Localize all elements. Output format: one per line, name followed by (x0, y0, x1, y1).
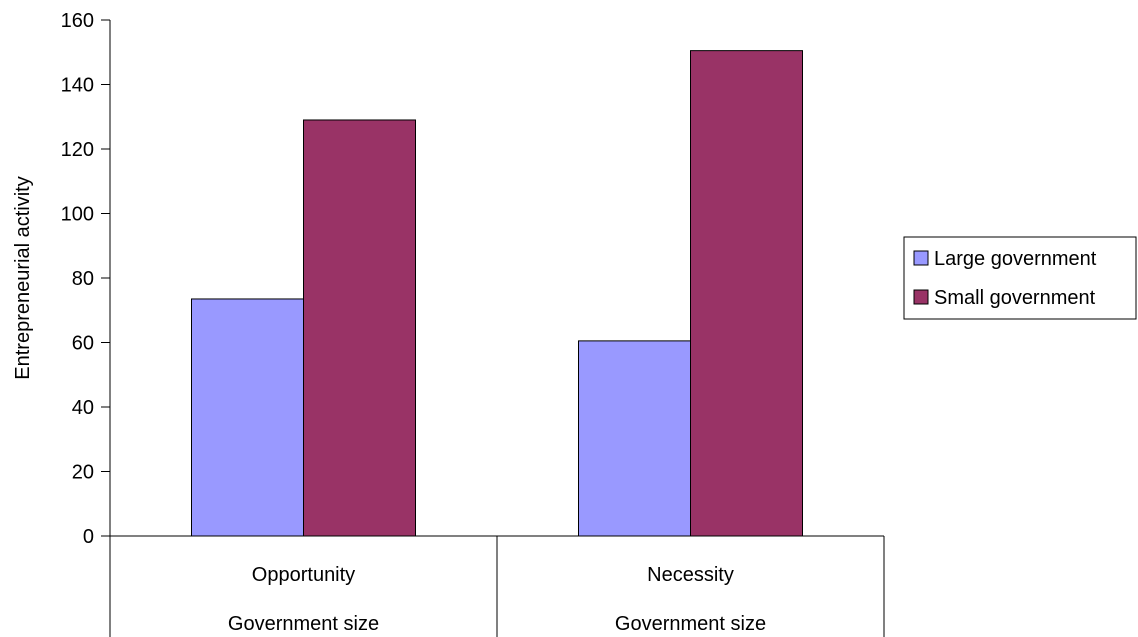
y-tick-label: 0 (83, 526, 94, 548)
y-tick-label: 160 (61, 10, 94, 32)
y-tick-label: 120 (61, 139, 94, 161)
y-tick-label: 80 (72, 268, 94, 290)
y-tick-label: 20 (72, 462, 94, 484)
legend: Large government Small government (903, 236, 1137, 320)
bar-large-government-necessity (578, 340, 691, 537)
y-tick-label: 100 (61, 204, 94, 226)
legend-swatch (913, 250, 929, 266)
y-tick-label: 60 (72, 333, 94, 355)
legend-swatch (913, 289, 929, 305)
category-label: Opportunity (252, 564, 355, 586)
y-tick-label: 140 (61, 75, 94, 97)
bar-small-government-opportunity (303, 119, 416, 537)
legend-label: Small government (934, 287, 1096, 309)
category-label: Necessity (647, 564, 734, 586)
y-axis-label: Entrepreneurial activity (12, 176, 34, 379)
bar-large-government-opportunity (191, 298, 304, 537)
plot-area: 0 20 40 60 80 100 120 140 160 Opportunity Governme… (61, 10, 885, 637)
y-tick-label: 40 (72, 397, 94, 419)
legend-box (903, 236, 1137, 320)
bar-small-government-necessity (690, 50, 803, 537)
legend-label: Large government (934, 248, 1097, 270)
category-group-label: Government size (228, 613, 379, 635)
category-group-label: Government size (615, 613, 766, 635)
